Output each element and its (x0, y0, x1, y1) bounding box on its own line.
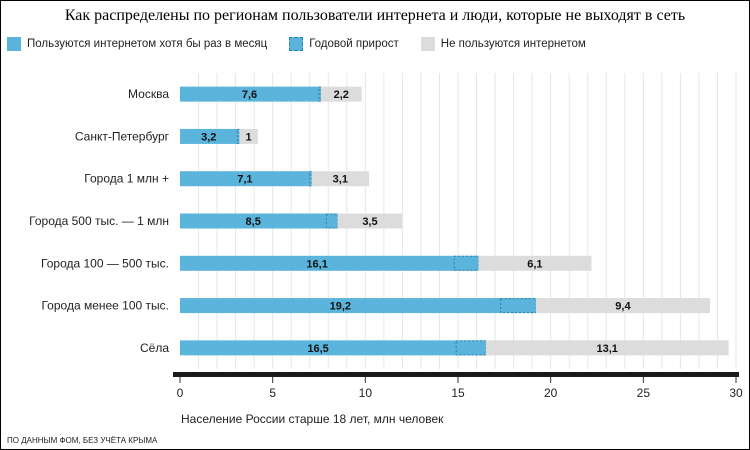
footnote: ПО ДАННЫМ ФОМ, БЕЗ УЧЁТА КРЫМА (7, 436, 158, 445)
bar-nonusers (535, 298, 711, 314)
category-label: Города 100 — 500 тыс. (41, 256, 169, 270)
data-label-users: 16,5 (307, 343, 328, 355)
bar-users (180, 213, 338, 229)
legend-swatch-users (7, 37, 21, 51)
legend-item-nonusers: Не пользуются интернетом (420, 37, 586, 51)
x-tick-label: 25 (637, 386, 651, 400)
data-label-nonusers: 3,5 (362, 216, 377, 228)
chart-title: Как распределены по регионам пользовател… (64, 7, 686, 24)
bar-nonusers (320, 86, 362, 102)
category-label: Города 500 тыс. — 1 млн (29, 214, 169, 228)
category-label: Города менее 100 тыс. (41, 299, 169, 313)
bar-growth (309, 171, 313, 187)
data-label-users: 3,2 (201, 131, 216, 143)
x-tick-label: 10 (359, 386, 373, 400)
data-label-nonusers: 13,1 (596, 343, 617, 355)
bar-users (180, 128, 240, 144)
category-label: Сёла (140, 341, 169, 355)
data-label-nonusers: 6,1 (527, 258, 542, 270)
data-label-nonusers: 3,1 (333, 174, 348, 186)
data-label-users: 7,1 (237, 174, 252, 186)
data-label-users: 19,2 (330, 301, 351, 313)
bar-growth (318, 86, 322, 102)
bar-users (180, 86, 321, 102)
bar-nonusers (337, 213, 403, 229)
data-label-users: 7,6 (242, 89, 257, 101)
x-tick-label: 20 (544, 386, 558, 400)
data-label-users: 16,1 (306, 258, 327, 270)
bar-growth (455, 340, 487, 356)
legend-item-users: Пользуются интернетом хотя бы раз в меся… (7, 37, 267, 51)
bar-users (180, 171, 312, 187)
legend-item-growth: Годовой прирост (289, 37, 399, 51)
bar-users (180, 255, 479, 271)
legend-swatch-growth (289, 37, 304, 51)
x-tick-label: 5 (269, 386, 276, 400)
bar-nonusers (478, 255, 592, 271)
data-label-nonusers: 9,4 (615, 301, 631, 313)
x-tick-label: 15 (451, 386, 465, 400)
data-label-nonusers: 2,2 (334, 89, 349, 101)
legend-swatch-nonusers (420, 37, 435, 51)
data-label-users: 8,5 (246, 216, 261, 228)
bar-growth (453, 255, 479, 271)
bar-users (180, 340, 486, 356)
legend-label: Не пользуются интернетом (440, 38, 586, 50)
legend-label: Годовой прирост (309, 38, 399, 50)
bar-nonusers (485, 340, 729, 356)
x-axis-line (173, 372, 739, 377)
bar-nonusers (311, 171, 370, 187)
x-axis-label: Население России старше 18 лет, млн чело… (181, 412, 444, 426)
x-tick-label: 0 (177, 386, 184, 400)
bar-growth (236, 128, 240, 144)
bar-nonusers (239, 128, 258, 144)
category-label: Санкт-Петербург (75, 129, 170, 143)
x-tick-label: 30 (729, 386, 743, 400)
bar-growth (500, 298, 537, 314)
category-label: Москва (128, 87, 169, 101)
bar-users (180, 298, 536, 314)
legend: Пользуются интернетом хотя бы раз в меся… (7, 37, 608, 51)
legend-label: Пользуются интернетом хотя бы раз в меся… (27, 38, 268, 50)
data-label-nonusers: 1 (246, 131, 252, 143)
category-label: Города 1 млн + (84, 172, 169, 186)
bar-growth (325, 213, 339, 229)
